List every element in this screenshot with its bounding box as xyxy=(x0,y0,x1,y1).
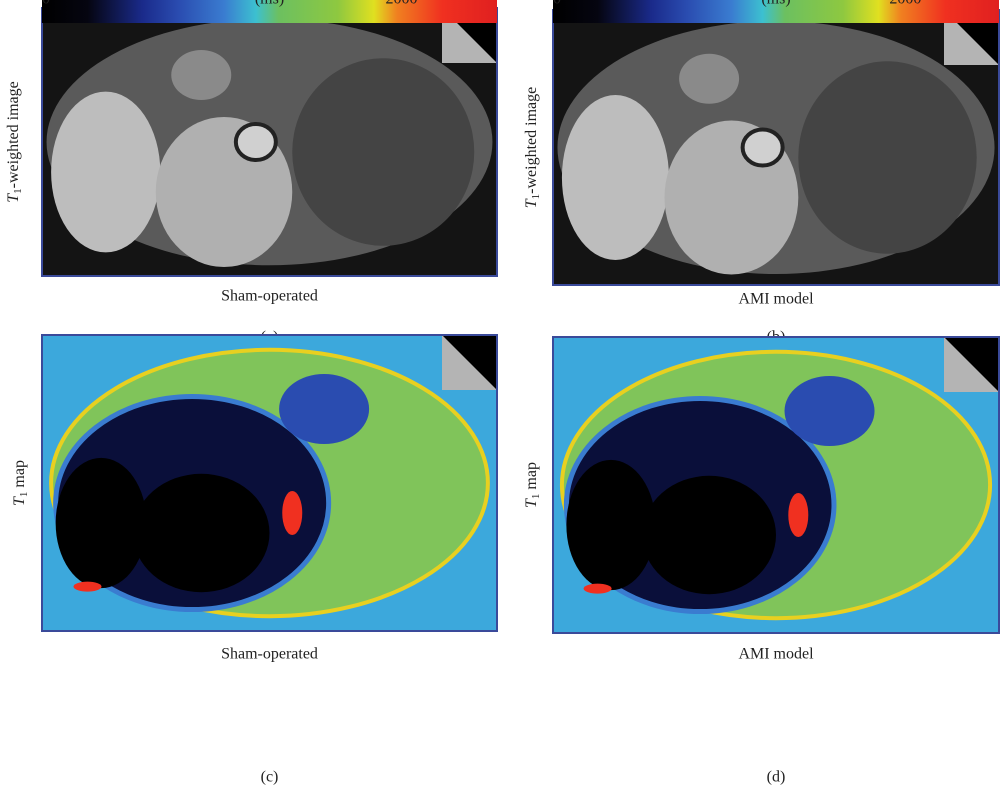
organ xyxy=(292,58,474,246)
caption: AMI model xyxy=(738,291,814,308)
region xyxy=(56,458,147,588)
hot-spot xyxy=(74,582,102,592)
region xyxy=(279,374,369,444)
y-label-rest: map xyxy=(523,462,540,494)
figure: T1-weighted imageSham-operated(a)T1-weig… xyxy=(0,0,1000,791)
tissue xyxy=(236,124,276,160)
tissue xyxy=(743,130,783,166)
y-label: T1-weighted image xyxy=(5,81,24,202)
colorbar-max: 2000 xyxy=(889,0,921,8)
tissue xyxy=(679,54,739,104)
y-label: T1 map xyxy=(523,462,542,508)
caption: AMI model xyxy=(738,646,814,663)
hot-spot xyxy=(788,493,808,537)
colorbar-unit: (ms) xyxy=(255,0,284,8)
image xyxy=(553,337,999,633)
y-label-rest: map xyxy=(11,460,28,492)
colorbar-max: 2000 xyxy=(385,0,417,8)
image xyxy=(42,8,497,276)
caption: Sham-operated xyxy=(221,288,318,305)
y-label: T1 map xyxy=(11,460,30,506)
region xyxy=(642,476,776,594)
caption: Sham-operated xyxy=(221,646,318,663)
image xyxy=(553,10,999,285)
panel-label: (d) xyxy=(767,769,786,786)
hot-spot xyxy=(282,491,302,535)
y-label-rest: -weighted image xyxy=(523,87,540,194)
image xyxy=(42,335,497,631)
region xyxy=(566,460,655,590)
panel-label: (c) xyxy=(261,769,279,786)
region xyxy=(785,376,875,446)
tissue xyxy=(562,95,669,260)
colorbar-min: 0 xyxy=(42,0,50,8)
y-label-rest: -weighted image xyxy=(5,81,22,188)
tissue xyxy=(51,92,160,253)
organ xyxy=(798,61,976,254)
y-label: T1-weighted image xyxy=(523,87,542,208)
colorbar-min: 0 xyxy=(553,0,561,8)
region xyxy=(133,474,270,592)
tissue xyxy=(171,50,231,100)
colorbar-unit: (ms) xyxy=(761,0,790,8)
hot-spot xyxy=(584,584,612,594)
